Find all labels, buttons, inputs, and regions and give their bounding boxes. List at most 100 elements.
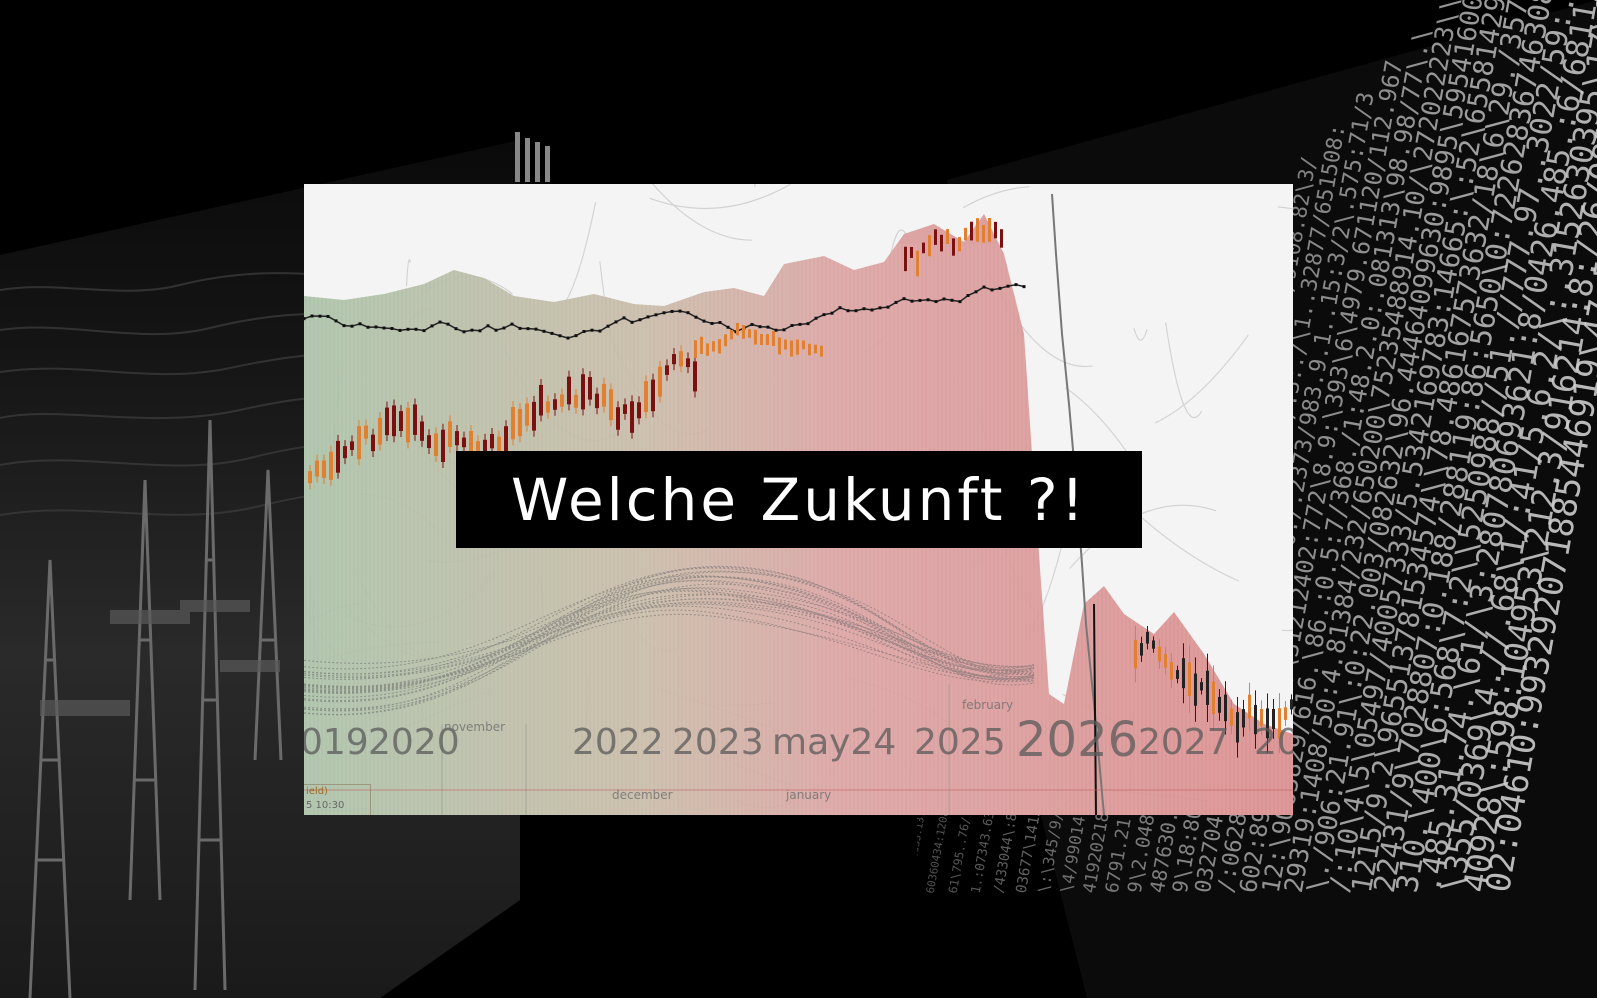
candle-body — [672, 354, 676, 365]
candle-body — [343, 446, 347, 459]
candle-body — [730, 329, 733, 340]
dotted-curve — [304, 576, 1035, 692]
candle-body — [724, 334, 727, 347]
candle-body — [802, 340, 805, 350]
candle-body — [1134, 640, 1137, 669]
line-marker — [990, 288, 994, 292]
candle-body — [910, 246, 913, 258]
line-marker — [494, 328, 498, 332]
line-marker — [310, 314, 314, 318]
line-marker — [798, 322, 802, 326]
line-marker — [1014, 283, 1018, 287]
dotted-curve — [304, 601, 1035, 690]
line-marker — [390, 326, 394, 330]
month-label-january: january — [786, 788, 832, 802]
line-marker — [926, 298, 930, 302]
candle-body — [1152, 640, 1155, 649]
line-marker — [478, 329, 482, 333]
candle-body — [413, 404, 417, 435]
dotted-curve — [304, 580, 1035, 715]
dotted-curve — [304, 605, 1035, 677]
candle-body — [364, 425, 368, 439]
line-marker — [670, 309, 674, 313]
candle-body — [916, 250, 919, 277]
line-marker — [782, 328, 786, 332]
line-marker — [326, 314, 330, 318]
candle-body — [700, 336, 703, 354]
candle-body — [1254, 704, 1257, 735]
candle-body — [623, 404, 627, 414]
line-marker — [502, 326, 506, 330]
line-marker — [814, 316, 818, 320]
line-marker — [854, 309, 858, 313]
legend-time: 5 10:30 — [306, 800, 345, 811]
dotted-curve — [304, 565, 1035, 694]
candle-body — [1212, 681, 1215, 715]
line-marker — [718, 320, 722, 324]
line-marker — [358, 322, 362, 326]
candle-body — [679, 351, 683, 367]
candle-body — [970, 221, 973, 241]
dotted-curve — [304, 576, 1035, 716]
candle-body — [988, 218, 991, 242]
candle-body — [644, 381, 648, 413]
line-marker — [910, 299, 914, 303]
candle-body — [1284, 707, 1287, 720]
candle-body — [322, 460, 326, 478]
candle-body — [778, 337, 781, 355]
map-line — [1133, 328, 1148, 341]
candle-body — [602, 383, 606, 407]
line-marker — [870, 308, 874, 312]
line-marker — [902, 297, 906, 301]
line-marker — [342, 324, 346, 328]
line-marker — [382, 326, 386, 330]
candle-body — [455, 431, 459, 446]
candle-body — [748, 329, 751, 338]
dotted-curve — [304, 589, 1035, 675]
line-marker — [574, 334, 578, 338]
line-marker — [582, 329, 586, 333]
candle-body — [1182, 658, 1185, 689]
candle-body — [462, 437, 466, 448]
line-marker — [454, 327, 458, 331]
line-marker — [486, 324, 490, 328]
dotted-curve — [304, 571, 1035, 688]
line-marker — [518, 326, 522, 330]
line-marker — [702, 319, 706, 323]
candle-body — [820, 345, 823, 357]
dotted-curve — [304, 603, 1035, 687]
candle-body — [539, 384, 543, 416]
year-label-2022: 2022 — [572, 722, 664, 763]
line-marker — [350, 324, 354, 328]
dotted-curve — [304, 593, 1035, 691]
line-marker — [694, 315, 698, 319]
candle-body — [315, 460, 319, 477]
line-marker — [566, 336, 570, 340]
year-label-2026: 2026 — [1016, 712, 1139, 768]
line-marker — [318, 314, 322, 318]
map-line — [652, 184, 753, 241]
line-marker — [846, 309, 850, 313]
candle-body — [1206, 670, 1209, 705]
candle-body — [1188, 662, 1191, 697]
line-marker — [406, 327, 410, 331]
year-label-2019: 019 — [304, 722, 369, 763]
candle-body — [658, 366, 662, 397]
line-marker — [622, 316, 626, 320]
line-marker — [998, 286, 1002, 290]
candle-body — [406, 407, 410, 443]
map-line — [1065, 387, 1128, 453]
candle-body — [946, 229, 949, 245]
candle-body — [952, 238, 955, 256]
candle-body — [1164, 654, 1167, 668]
candle-body — [308, 471, 312, 484]
line-marker — [638, 318, 642, 322]
candle-body — [1278, 708, 1281, 739]
line-marker — [726, 325, 730, 329]
candle-body — [371, 434, 375, 452]
year-label-may24: may24 — [772, 722, 897, 763]
candle-body — [392, 405, 396, 437]
line-marker — [414, 327, 418, 331]
year-label-2020: 2020 — [368, 722, 460, 763]
